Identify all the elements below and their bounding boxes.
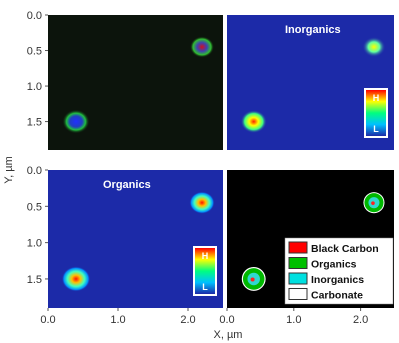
- y-tick-label: 1.0: [27, 238, 42, 250]
- legend-swatch: [288, 272, 308, 285]
- colorbar-high-label: H: [202, 251, 209, 261]
- panel-title: Organics: [103, 179, 151, 191]
- particle-1: [61, 266, 91, 292]
- x-tick-label: 0.0: [40, 314, 55, 326]
- colorbar-low-label: L: [373, 124, 379, 134]
- colorbar-high-label: H: [373, 93, 380, 103]
- y-tick-label: 0.0: [27, 10, 42, 22]
- legend-label: Organics: [311, 259, 357, 271]
- panel-title: Inorganics: [285, 24, 341, 36]
- y-tick-label: 0.0: [27, 165, 42, 177]
- particle-2: [189, 36, 215, 58]
- legend-label: Black Carbon: [311, 243, 379, 255]
- particle-black-carbon: [250, 277, 255, 282]
- legend-label: Carbonate: [311, 290, 363, 302]
- colorbar: HL: [193, 246, 217, 296]
- panel-map: 0.0 1.0 2.0 Black Carbon Organics Inorganics C…: [219, 170, 394, 326]
- x-tick-label: 1.0: [110, 314, 125, 326]
- x-tick-label: 0.0: [219, 314, 234, 326]
- x-axis-label: X, µm: [214, 329, 243, 341]
- x-tick-label: 2.0: [180, 314, 195, 326]
- y-tick-label: 0.5: [27, 201, 42, 213]
- colorbar-gradient: [366, 90, 386, 136]
- particle-2: [362, 36, 386, 58]
- y-tick-label: 0.5: [27, 46, 42, 58]
- legend-swatch: [288, 288, 308, 300]
- x-tick-label: 2.0: [353, 314, 368, 326]
- y-tick-label: 1.5: [27, 117, 42, 129]
- y-tick-label: 1.0: [27, 81, 42, 93]
- legend-label: Inorganics: [311, 274, 364, 286]
- y-tick-label: 1.5: [27, 274, 42, 286]
- legend-swatch: [288, 241, 308, 254]
- labels-layer: Y, µm X, µm: [3, 156, 242, 341]
- colorbar-gradient: [195, 248, 215, 294]
- legend: Black Carbon Organics Inorganics Carbonate: [284, 237, 394, 305]
- colorbar-low-label: L: [202, 282, 208, 292]
- y-axis-label: Y, µm: [3, 156, 15, 184]
- colorbar: HL: [364, 88, 388, 138]
- x-tick-label: 1.0: [286, 314, 301, 326]
- particle-1: [240, 110, 267, 134]
- legend-swatch: [288, 257, 308, 269]
- panels-layer: 0.00.51.01.5InorganicsHLOrganicsHL0.00.5…: [27, 10, 394, 326]
- particle-1: [62, 109, 90, 134]
- panel-composite: 0.0 0.5 1.0 1.5: [27, 10, 223, 150]
- particle-2: [189, 191, 215, 214]
- particle-black-carbon: [371, 201, 375, 205]
